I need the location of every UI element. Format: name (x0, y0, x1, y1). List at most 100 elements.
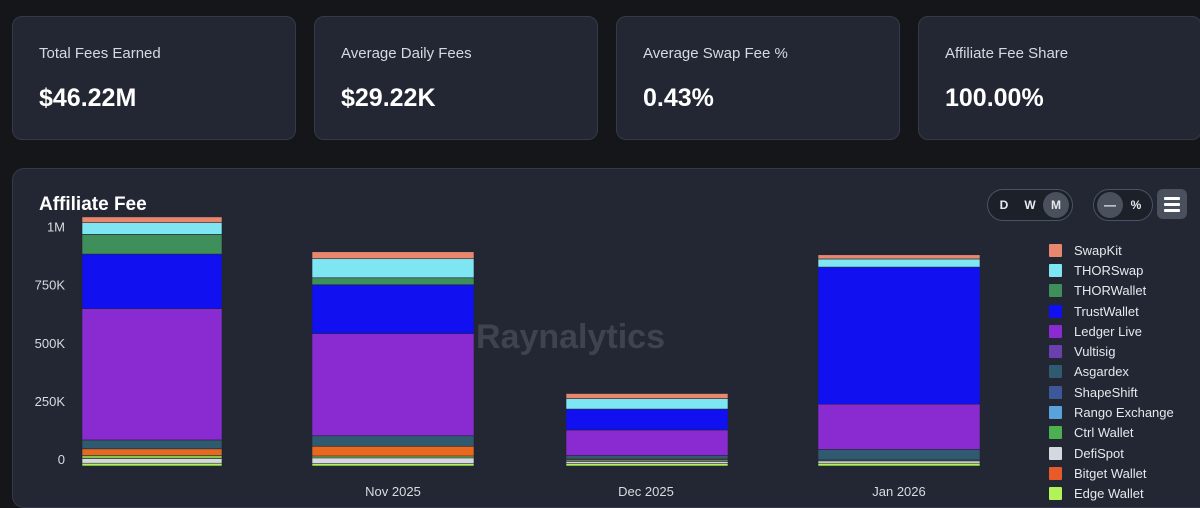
legend-item[interactable]: THORSwap (1049, 260, 1174, 280)
kpi-value: $46.22M (39, 84, 137, 112)
watermark-text: Raynalytics (476, 318, 665, 356)
bar-segment-asgardex[interactable] (311, 435, 475, 447)
bar-segment-defispot[interactable] (311, 457, 475, 464)
legend-item[interactable]: Asgardex (1049, 362, 1174, 382)
kpi-value: 0.43% (643, 84, 714, 112)
menu-line (1164, 202, 1180, 206)
legend-item[interactable]: Ctrl Wallet (1049, 423, 1174, 443)
percent-mode-button[interactable]: % (1130, 198, 1142, 212)
legend-swatch (1049, 304, 1062, 318)
mode-toggle-group: — % (1093, 189, 1153, 221)
bar-segment-asgardex[interactable] (817, 449, 981, 461)
y-tick-label: 0 (58, 452, 65, 467)
legend-item[interactable]: TrustWallet (1049, 301, 1174, 321)
bar-segment-ledger-live[interactable] (565, 429, 729, 456)
legend-label: THORSwap (1074, 262, 1144, 278)
period-week-button[interactable]: W (1024, 198, 1036, 212)
bar-segment-ledger-live[interactable] (81, 308, 223, 441)
bar-segment-trustwallet[interactable] (81, 253, 223, 309)
bar-segment-edge-wallet[interactable] (565, 463, 729, 467)
legend-label: Ctrl Wallet (1074, 425, 1134, 441)
bar-segment-edge-wallet[interactable] (817, 462, 981, 467)
legend-swatch (1049, 385, 1062, 399)
kpi-card-total-fees: Total Fees Earned $46.22M (12, 16, 296, 140)
absolute-mode-button[interactable]: — (1097, 192, 1123, 218)
panel-title: Affiliate Fee (39, 194, 147, 215)
y-tick-label: 750K (35, 278, 66, 293)
kpi-value: 100.00% (945, 84, 1044, 112)
legend-swatch (1049, 446, 1062, 460)
period-toggle-group: D W M (987, 189, 1073, 221)
legend-label: Rango Exchange (1074, 405, 1174, 421)
kpi-label: Affiliate Fee Share (945, 45, 1069, 62)
menu-line (1164, 208, 1180, 212)
legend-label: DefiSpot (1074, 445, 1124, 461)
chart-legend: SwapKit THORSwap THORWallet TrustWallet Ledg… (1049, 240, 1174, 504)
bar-segment-thorswap[interactable] (81, 222, 223, 235)
bar-segment-thorswap[interactable] (311, 258, 475, 279)
bar-segment-thorswap[interactable] (817, 258, 981, 268)
legend-item[interactable]: Edge Wallet (1049, 484, 1174, 504)
bar-segment-asgardex[interactable] (81, 439, 223, 450)
menu-line (1164, 196, 1180, 200)
bar-segment-edge-wallet[interactable] (81, 462, 223, 467)
legend-item[interactable]: DefiSpot (1049, 443, 1174, 463)
legend-swatch (1049, 243, 1062, 257)
legend-swatch (1049, 426, 1062, 440)
y-tick-label: 1M (47, 220, 65, 235)
stacked-bar-chart: 0 250K 500K 750K 1M Nov 2025 Dec 2025 Jan 2026 (35, 216, 981, 499)
bar-segment-swapkit[interactable] (565, 393, 729, 399)
x-tick-label: Dec 2025 (618, 484, 674, 499)
legend-swatch (1049, 263, 1062, 277)
bar-segment-swapkit[interactable] (817, 254, 981, 260)
bar-segment-trustwallet[interactable] (565, 408, 729, 431)
legend-item[interactable]: SwapKit (1049, 240, 1174, 260)
period-day-button[interactable]: D (999, 198, 1009, 212)
legend-label: Edge Wallet (1074, 486, 1144, 502)
kpi-card-average-swap-fee: Average Swap Fee % 0.43% (616, 16, 900, 140)
bar-segment-vultisig[interactable] (311, 445, 475, 457)
legend-label: Asgardex (1074, 364, 1129, 380)
bar-segment-asgardex[interactable] (565, 455, 729, 460)
legend-swatch (1049, 487, 1062, 501)
legend-swatch (1049, 466, 1062, 480)
legend-item[interactable]: Vultisig (1049, 341, 1174, 361)
legend-swatch (1049, 406, 1062, 420)
bar-segment-swapkit[interactable] (311, 251, 475, 260)
bar-segment-defispot[interactable] (817, 460, 981, 464)
bar-segment-edge-wallet[interactable] (311, 463, 475, 467)
bar-segment-vultisig[interactable] (81, 448, 223, 456)
bar-segment-shapeshift[interactable] (81, 455, 223, 459)
bar-segment-trustwallet[interactable] (311, 284, 475, 334)
bar-segment-ledger-live[interactable] (817, 403, 981, 450)
legend-label: Bitget Wallet (1074, 465, 1147, 481)
y-tick-label: 250K (35, 394, 66, 409)
legend-label: Ledger Live (1074, 323, 1142, 339)
kpi-label: Average Swap Fee % (643, 45, 788, 62)
legend-swatch (1049, 365, 1062, 379)
legend-item[interactable]: Rango Exchange (1049, 402, 1174, 422)
bar-segment-ledger-live[interactable] (311, 333, 475, 437)
legend-item[interactable]: Bitget Wallet (1049, 463, 1174, 483)
bar-segment-thorwallet[interactable] (81, 234, 223, 255)
bar-segment-swapkit[interactable] (81, 216, 223, 223)
legend-label: Vultisig (1074, 344, 1116, 360)
kpi-value: $29.22K (341, 84, 436, 112)
x-tick-label: Jan 2026 (872, 484, 926, 499)
legend-label: ShapeShift (1074, 384, 1138, 400)
legend-item[interactable]: ShapeShift (1049, 382, 1174, 402)
period-month-button[interactable]: M (1043, 192, 1069, 218)
kpi-card-affiliate-fee-share: Affiliate Fee Share 100.00% (918, 16, 1200, 140)
legend-label: THORWallet (1074, 283, 1147, 299)
legend-label: SwapKit (1074, 242, 1122, 258)
kpi-card-average-daily-fees: Average Daily Fees $29.22K (314, 16, 598, 140)
bar-segment-thorswap[interactable] (565, 398, 729, 410)
legend-item[interactable]: THORWallet (1049, 281, 1174, 301)
y-tick-label: 500K (35, 336, 66, 351)
bar-segment-defispot[interactable] (81, 458, 223, 464)
bar-segment-defispot[interactable] (565, 461, 729, 464)
bar-segment-trustwallet[interactable] (817, 266, 981, 405)
hamburger-menu-icon[interactable] (1157, 189, 1187, 219)
bar-segment-thorwallet[interactable] (311, 277, 475, 286)
legend-item[interactable]: Ledger Live (1049, 321, 1174, 341)
